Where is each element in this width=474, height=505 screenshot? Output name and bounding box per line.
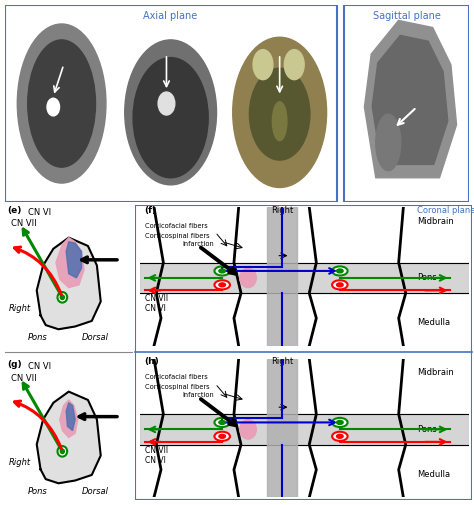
Polygon shape xyxy=(37,392,100,483)
Text: CN VII: CN VII xyxy=(145,446,168,455)
Polygon shape xyxy=(372,35,448,165)
Text: Corticofacial fibers: Corticofacial fibers xyxy=(145,223,207,229)
Circle shape xyxy=(60,449,64,453)
Ellipse shape xyxy=(249,68,310,160)
Circle shape xyxy=(219,421,226,424)
Circle shape xyxy=(332,266,347,276)
Text: Corticofacial fibers: Corticofacial fibers xyxy=(145,374,207,380)
Bar xyxy=(140,263,469,293)
Text: CN VI: CN VI xyxy=(28,363,51,371)
Text: (h): (h) xyxy=(145,357,159,366)
Text: Pons: Pons xyxy=(28,333,47,342)
Bar xyxy=(267,207,298,346)
Text: CN VI: CN VI xyxy=(28,209,51,217)
Circle shape xyxy=(337,421,343,424)
Text: Dorsal: Dorsal xyxy=(82,487,109,496)
Text: Corticospinal fibers: Corticospinal fibers xyxy=(145,233,209,238)
Text: (f): (f) xyxy=(145,206,157,215)
Ellipse shape xyxy=(125,40,217,185)
Text: Coronal plane: Coronal plane xyxy=(418,206,474,215)
Ellipse shape xyxy=(17,24,106,183)
Polygon shape xyxy=(66,403,75,430)
Text: CN VI: CN VI xyxy=(145,304,165,313)
Polygon shape xyxy=(56,237,84,287)
Text: Corticospinal fibers: Corticospinal fibers xyxy=(145,384,209,390)
Text: Right: Right xyxy=(9,304,31,313)
Circle shape xyxy=(332,432,347,441)
Circle shape xyxy=(337,269,343,273)
Ellipse shape xyxy=(376,114,401,171)
Ellipse shape xyxy=(240,420,256,439)
Text: CN VII: CN VII xyxy=(11,374,37,382)
Text: (d): (d) xyxy=(356,22,370,31)
Circle shape xyxy=(332,418,347,427)
Text: Medulla: Medulla xyxy=(418,470,451,479)
Text: Midbrain: Midbrain xyxy=(418,217,454,226)
Text: CN VI: CN VI xyxy=(145,456,165,465)
Text: (a): (a) xyxy=(15,22,28,31)
Text: Pons: Pons xyxy=(418,273,437,282)
Text: Right: Right xyxy=(272,357,294,366)
Text: Medulla: Medulla xyxy=(418,318,451,327)
Text: Sagittal plane: Sagittal plane xyxy=(373,11,440,21)
Circle shape xyxy=(214,418,230,427)
Text: Pons: Pons xyxy=(418,425,437,434)
Text: (e): (e) xyxy=(7,206,22,215)
Bar xyxy=(267,359,298,497)
Text: Midbrain: Midbrain xyxy=(418,368,454,377)
Circle shape xyxy=(60,295,64,299)
Polygon shape xyxy=(365,21,456,178)
Bar xyxy=(140,414,469,444)
Circle shape xyxy=(219,269,226,273)
Ellipse shape xyxy=(273,102,287,140)
Text: CN VII: CN VII xyxy=(11,220,37,228)
Ellipse shape xyxy=(240,268,256,287)
Circle shape xyxy=(214,280,230,289)
Text: CN VII: CN VII xyxy=(145,294,168,304)
Text: Dorsal: Dorsal xyxy=(82,333,109,342)
Text: (b): (b) xyxy=(124,22,137,31)
Text: Axial plane: Axial plane xyxy=(143,11,197,21)
Circle shape xyxy=(219,434,226,438)
Ellipse shape xyxy=(133,58,208,178)
Polygon shape xyxy=(66,242,82,278)
Circle shape xyxy=(214,266,230,276)
Circle shape xyxy=(337,434,343,438)
Text: (c): (c) xyxy=(233,22,246,31)
Text: Infarction: Infarction xyxy=(182,241,214,247)
Text: Right: Right xyxy=(9,458,31,467)
Ellipse shape xyxy=(253,49,273,80)
Circle shape xyxy=(57,446,67,457)
Ellipse shape xyxy=(27,40,95,167)
Circle shape xyxy=(214,432,230,441)
Polygon shape xyxy=(60,400,78,437)
Circle shape xyxy=(332,280,347,289)
Polygon shape xyxy=(37,237,100,329)
Circle shape xyxy=(337,283,343,287)
Text: (g): (g) xyxy=(7,360,22,369)
Ellipse shape xyxy=(158,92,175,115)
Ellipse shape xyxy=(47,98,60,116)
Text: Pons: Pons xyxy=(28,487,47,496)
Ellipse shape xyxy=(284,49,304,80)
Text: Infarction: Infarction xyxy=(182,392,214,398)
Circle shape xyxy=(219,283,226,287)
Text: Right: Right xyxy=(272,206,294,215)
Circle shape xyxy=(57,292,67,302)
Ellipse shape xyxy=(233,37,327,187)
